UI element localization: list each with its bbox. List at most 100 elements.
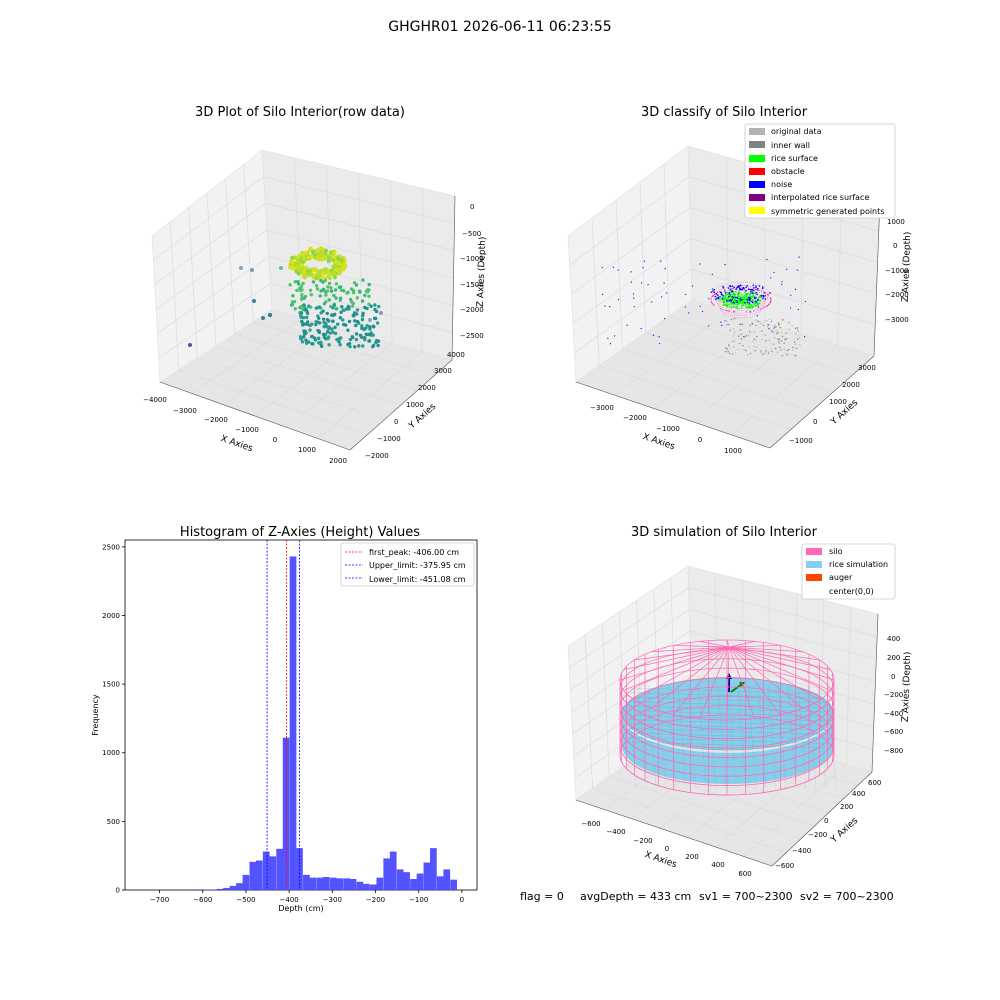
classify-point bbox=[715, 292, 717, 295]
classify-xtick: −3000 bbox=[590, 404, 614, 412]
raw-point bbox=[311, 249, 316, 254]
classify-point bbox=[722, 295, 724, 297]
classify-point bbox=[776, 332, 778, 335]
grid-line bbox=[726, 156, 729, 312]
classify-point bbox=[724, 292, 727, 294]
raw-point bbox=[298, 310, 302, 315]
classify-point bbox=[778, 338, 780, 341]
classify-point bbox=[647, 283, 649, 286]
classify-xlabel: X Axies bbox=[641, 432, 676, 452]
silo-roof-spoke bbox=[673, 645, 730, 648]
raw-point bbox=[322, 320, 326, 325]
raw-point bbox=[290, 260, 296, 266]
classify-point bbox=[633, 306, 635, 308]
classify-point bbox=[724, 320, 726, 322]
raw-point bbox=[366, 332, 370, 337]
classify-point bbox=[738, 335, 740, 337]
raw-point bbox=[365, 323, 369, 328]
classify-point bbox=[784, 338, 786, 341]
sim-ztick: 400 bbox=[887, 635, 900, 643]
classify-point bbox=[781, 348, 783, 351]
raw-ztick: −2000 bbox=[460, 306, 484, 314]
raw-xtick: −4000 bbox=[143, 396, 167, 404]
classify-point bbox=[748, 302, 751, 304]
classify-point bbox=[712, 290, 714, 292]
legend-swatch-original-data bbox=[749, 128, 765, 135]
raw-point bbox=[365, 290, 370, 294]
classify-point bbox=[764, 294, 766, 297]
raw-point bbox=[360, 299, 365, 303]
grid-line bbox=[601, 623, 610, 777]
raw-xtick: 2000 bbox=[329, 457, 347, 465]
classify-point bbox=[762, 324, 765, 327]
raw-point bbox=[300, 323, 305, 327]
raw-point bbox=[334, 260, 339, 265]
hist-bar bbox=[443, 869, 451, 890]
classify-point bbox=[755, 286, 757, 289]
raw-point bbox=[302, 269, 307, 274]
classify-point bbox=[768, 318, 771, 321]
classify-point bbox=[754, 302, 757, 305]
hist-bar bbox=[416, 873, 424, 890]
silo-front-ring bbox=[619, 745, 835, 786]
hist-ytick-label: 0 bbox=[116, 887, 120, 895]
legend-swatch-rice-surface bbox=[749, 155, 765, 162]
classify-point bbox=[750, 297, 753, 300]
raw-point bbox=[368, 318, 372, 322]
raw-point bbox=[316, 336, 321, 341]
classify-point bbox=[739, 329, 742, 331]
classify-point bbox=[783, 342, 785, 345]
classify-point bbox=[781, 283, 783, 285]
raw-point bbox=[303, 257, 308, 262]
raw-point bbox=[318, 249, 324, 254]
raw-title: 3D Plot of Silo Interior(row data) bbox=[195, 105, 405, 120]
classify-point bbox=[725, 300, 728, 302]
classify-point bbox=[774, 325, 776, 328]
hist-bar bbox=[242, 874, 250, 890]
silo-roof-spoke bbox=[623, 646, 730, 670]
classify-point bbox=[762, 294, 765, 297]
rice-mesh-line bbox=[629, 696, 827, 704]
raw-point bbox=[339, 258, 344, 263]
classify-point bbox=[761, 338, 763, 341]
raw-point bbox=[325, 330, 330, 334]
classify-point bbox=[728, 303, 731, 306]
classify-point bbox=[732, 287, 735, 289]
raw-xlabel: X Axies bbox=[219, 434, 254, 454]
silo-front-ring bbox=[619, 726, 835, 768]
classify-point bbox=[734, 290, 737, 293]
classify-point bbox=[744, 298, 747, 301]
classify-point bbox=[782, 355, 784, 357]
classify-point bbox=[734, 303, 737, 306]
silo-front-ring bbox=[619, 698, 835, 740]
sim-xtick: −400 bbox=[606, 828, 625, 836]
footer-flag: flag = 0 bbox=[520, 890, 564, 903]
silo-roof-spoke bbox=[673, 646, 730, 715]
rice-mesh-line bbox=[629, 719, 827, 726]
raw-point bbox=[346, 328, 350, 332]
classify-point bbox=[722, 285, 724, 288]
sim-ytick: 200 bbox=[840, 803, 853, 811]
classify-point bbox=[766, 325, 769, 328]
classify-point bbox=[781, 319, 783, 322]
silo-roof-spoke bbox=[699, 641, 730, 648]
raw-point bbox=[326, 258, 331, 264]
classify-point bbox=[742, 286, 745, 289]
raw-point bbox=[329, 289, 334, 293]
classify-point bbox=[618, 298, 620, 301]
classify-point bbox=[688, 312, 690, 314]
classify-point bbox=[708, 298, 710, 300]
classify-point bbox=[762, 353, 764, 356]
hist-bar bbox=[210, 889, 217, 890]
raw-point bbox=[371, 333, 375, 337]
raw-ztick: −500 bbox=[462, 230, 481, 238]
classify-point bbox=[778, 323, 780, 326]
raw-point bbox=[363, 305, 367, 310]
classify-point bbox=[727, 344, 730, 346]
raw-point bbox=[308, 272, 313, 277]
classify-point bbox=[760, 290, 762, 292]
grid-line bbox=[845, 607, 852, 765]
sim-ylabel: Y Axies bbox=[828, 816, 860, 846]
raw-point bbox=[290, 300, 295, 304]
classify-point bbox=[630, 271, 632, 273]
